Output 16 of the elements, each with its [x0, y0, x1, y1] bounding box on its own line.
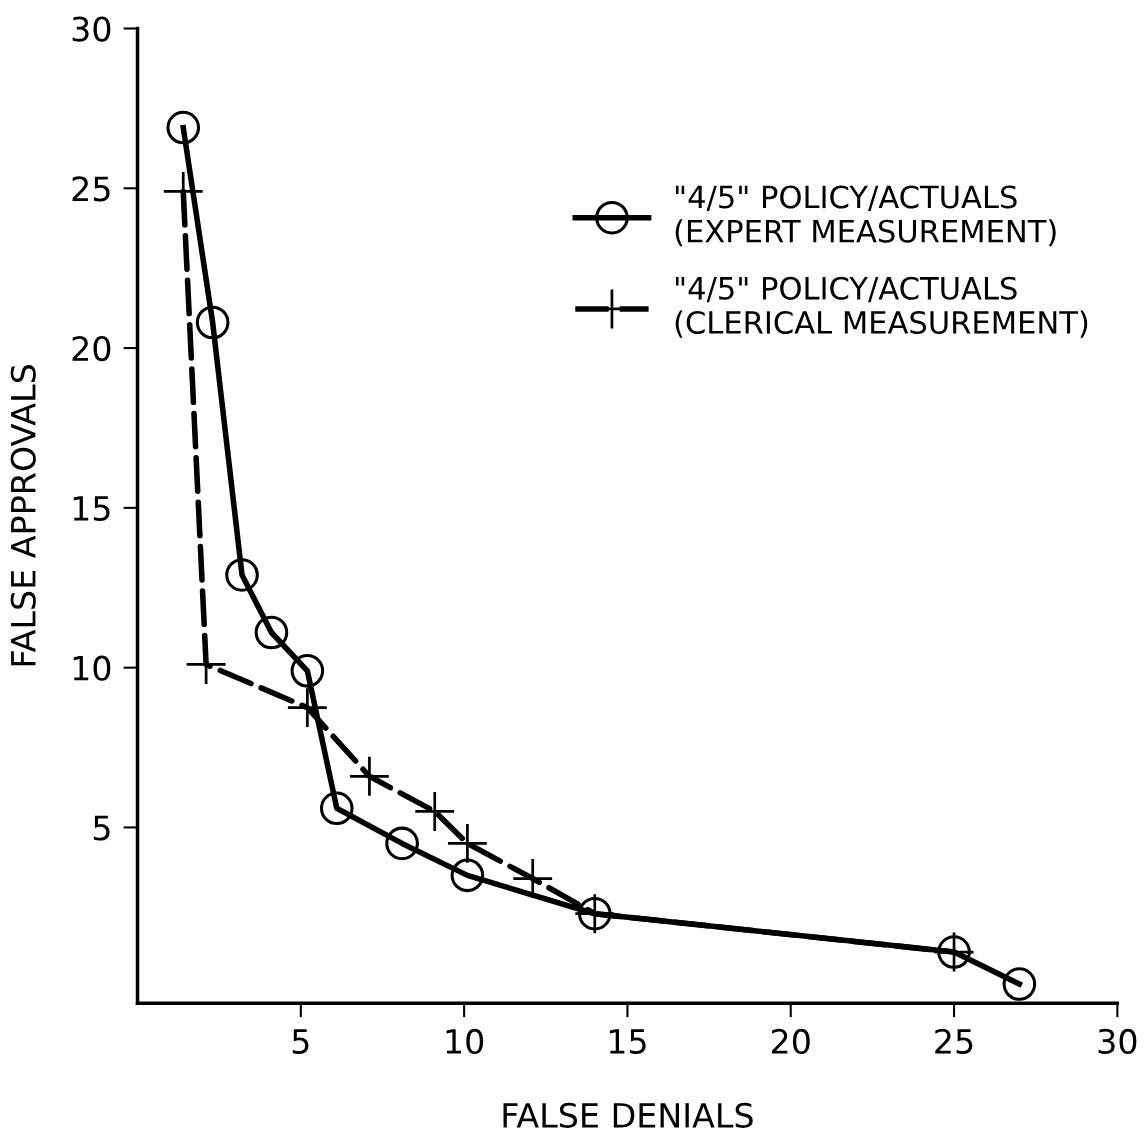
y-axis-title: FALSE APPROVALS [10, 365, 36, 666]
x-axis-title: FALSE DENIALS [503, 1102, 753, 1128]
legend-label: "4/5" POLICY/ACTUALS (EXPERT MEASUREMENT) [675, 185, 1056, 247]
x-tick-label: 25 [935, 1028, 973, 1054]
x-tick-label: 10 [446, 1028, 484, 1054]
x-tick-label: 30 [1098, 1028, 1137, 1054]
legend-label: "4/5" POLICY/ACTUALS (CLERICAL MEASUREMENT) [675, 276, 1088, 338]
y-tick-label: 10 [73, 655, 111, 681]
x-tick-label: 20 [771, 1028, 810, 1054]
x-tick-label: 15 [609, 1029, 646, 1054]
y-tick-label: 15 [73, 496, 110, 521]
y-tick-label: 30 [72, 16, 111, 42]
y-tick-label: 25 [72, 176, 110, 202]
y-tick-label: 20 [72, 336, 111, 362]
y-tick-label: 5 [93, 815, 110, 841]
x-tick-label: 5 [292, 1029, 309, 1054]
